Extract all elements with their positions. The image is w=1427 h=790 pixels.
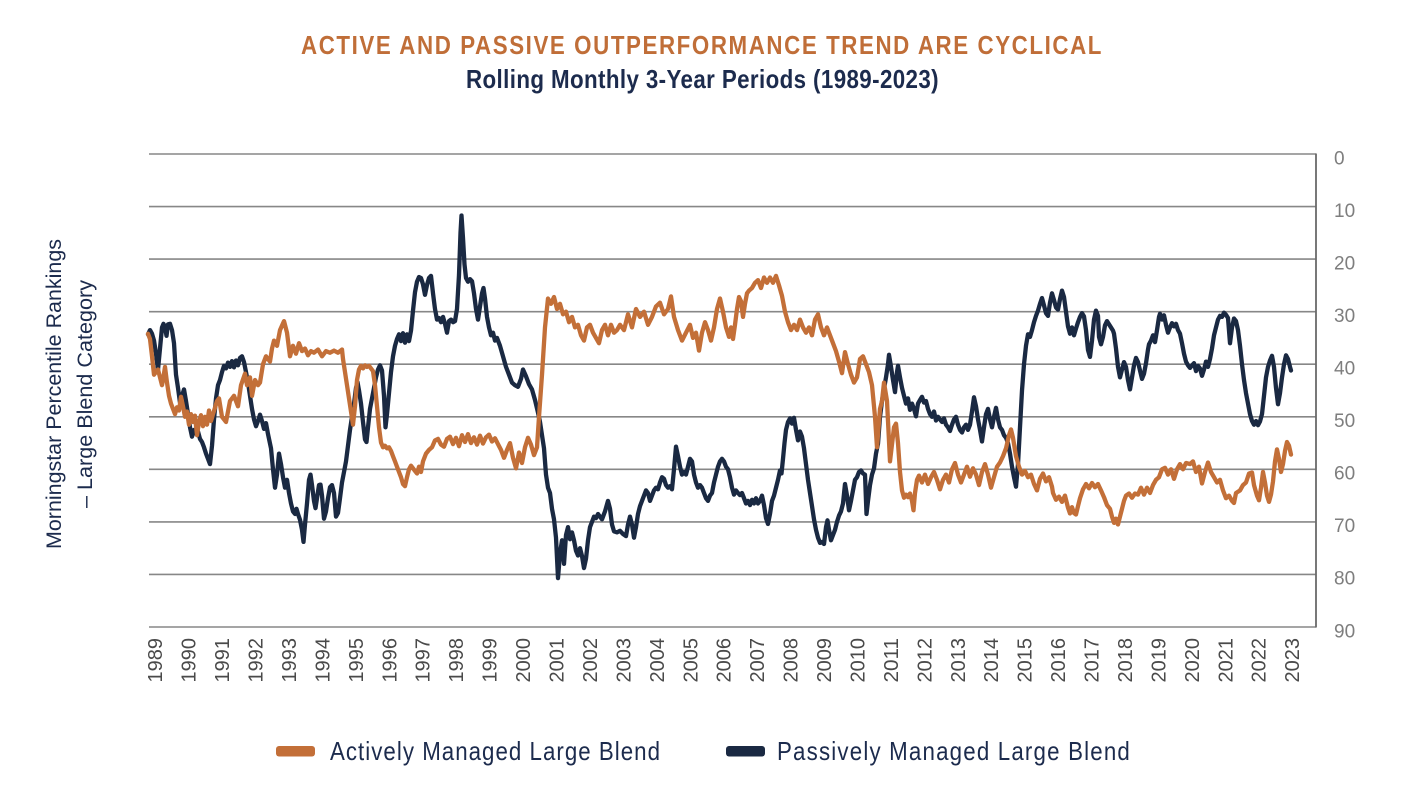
svg-text:1995: 1995: [346, 638, 368, 683]
svg-text:– Large Blend Category: – Large Blend Category: [74, 279, 97, 508]
svg-text:1999: 1999: [480, 638, 502, 683]
svg-text:30: 30: [1334, 306, 1355, 327]
svg-text:70: 70: [1334, 516, 1355, 537]
svg-text:2002: 2002: [580, 638, 602, 683]
svg-text:2014: 2014: [981, 638, 1003, 683]
svg-text:1998: 1998: [446, 638, 468, 683]
svg-text:1994: 1994: [312, 638, 334, 683]
svg-text:2013: 2013: [948, 638, 970, 683]
svg-text:2023: 2023: [1282, 638, 1304, 683]
svg-text:1993: 1993: [279, 638, 301, 683]
svg-text:2018: 2018: [1115, 638, 1137, 683]
svg-text:2008: 2008: [781, 638, 803, 683]
svg-text:2006: 2006: [714, 638, 736, 683]
svg-text:90: 90: [1334, 621, 1355, 642]
svg-text:1996: 1996: [379, 638, 401, 683]
svg-text:2021: 2021: [1215, 638, 1237, 683]
svg-text:10: 10: [1334, 201, 1355, 222]
svg-text:2012: 2012: [914, 638, 936, 683]
svg-text:2022: 2022: [1249, 638, 1271, 683]
svg-text:0: 0: [1334, 148, 1345, 169]
svg-text:2001: 2001: [547, 638, 569, 683]
svg-text:80: 80: [1334, 569, 1355, 590]
svg-text:1997: 1997: [413, 638, 435, 683]
svg-text:2007: 2007: [747, 638, 769, 683]
svg-text:1990: 1990: [179, 638, 201, 683]
svg-text:Passively Managed Large Blend: Passively Managed Large Blend: [777, 736, 1131, 766]
svg-text:2020: 2020: [1182, 638, 1204, 683]
svg-text:2011: 2011: [881, 638, 903, 683]
svg-text:2000: 2000: [513, 638, 535, 683]
svg-text:1989: 1989: [145, 638, 167, 683]
svg-text:2017: 2017: [1082, 638, 1104, 683]
svg-text:2003: 2003: [613, 638, 635, 683]
svg-text:20: 20: [1334, 253, 1355, 274]
svg-text:60: 60: [1334, 464, 1355, 485]
svg-text:2019: 2019: [1148, 638, 1170, 683]
svg-text:2016: 2016: [1048, 638, 1070, 683]
svg-text:Actively Managed Large Blend: Actively Managed Large Blend: [330, 736, 661, 766]
svg-text:1991: 1991: [212, 638, 234, 683]
svg-text:2015: 2015: [1015, 638, 1037, 683]
svg-text:2010: 2010: [848, 638, 870, 683]
svg-text:40: 40: [1334, 359, 1355, 380]
svg-text:50: 50: [1334, 411, 1355, 432]
svg-text:ACTIVE AND PASSIVE OUTPERFORMA: ACTIVE AND PASSIVE OUTPERFORMANCE TREND …: [301, 30, 1103, 60]
svg-text:1992: 1992: [246, 638, 268, 683]
svg-text:2005: 2005: [680, 638, 702, 683]
svg-text:2009: 2009: [814, 638, 836, 683]
svg-text:Morningstar Percentile Ranking: Morningstar Percentile Rankings: [43, 239, 66, 549]
svg-text:2004: 2004: [647, 638, 669, 683]
svg-text:Rolling Monthly 3-Year Periods: Rolling Monthly 3-Year Periods (1989-202…: [466, 64, 939, 94]
